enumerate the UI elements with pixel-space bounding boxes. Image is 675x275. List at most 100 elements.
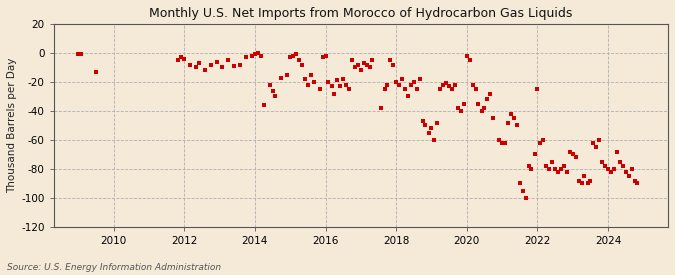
- Point: [573, 178, 584, 183]
- Title: Monthly U.S. Net Imports from Morocco of Hydrocarbon Gas Liquids: Monthly U.S. Net Imports from Morocco of…: [149, 7, 572, 20]
- Point: [582, 181, 593, 186]
- Point: [329, 91, 340, 96]
- Point: [494, 138, 505, 142]
- Point: [467, 82, 478, 87]
- Point: [388, 62, 399, 67]
- Point: [176, 55, 187, 59]
- Point: [350, 65, 360, 70]
- Point: [194, 61, 205, 65]
- Point: [408, 80, 419, 84]
- Point: [364, 65, 375, 70]
- Point: [217, 65, 228, 70]
- Point: [288, 54, 298, 58]
- Point: [294, 58, 304, 62]
- Point: [532, 87, 543, 91]
- Point: [605, 170, 616, 174]
- Point: [300, 77, 310, 81]
- Point: [391, 80, 402, 84]
- Point: [270, 94, 281, 99]
- Point: [567, 152, 578, 157]
- Point: [429, 138, 439, 142]
- Point: [609, 167, 620, 171]
- Point: [326, 84, 337, 89]
- Point: [523, 164, 534, 168]
- Point: [543, 167, 554, 171]
- Point: [594, 138, 605, 142]
- Point: [291, 52, 302, 57]
- Point: [73, 52, 84, 57]
- Point: [476, 109, 487, 113]
- Point: [314, 87, 325, 91]
- Point: [394, 82, 404, 87]
- Point: [558, 164, 569, 168]
- Point: [547, 160, 558, 164]
- Point: [235, 62, 246, 67]
- Point: [323, 80, 333, 84]
- Point: [535, 141, 545, 145]
- Point: [588, 141, 599, 145]
- Point: [179, 57, 190, 61]
- Point: [406, 82, 416, 87]
- Point: [458, 101, 469, 106]
- Point: [632, 181, 643, 186]
- Point: [464, 58, 475, 62]
- Point: [443, 84, 454, 89]
- Point: [488, 116, 499, 120]
- Point: [317, 55, 328, 59]
- Point: [379, 87, 390, 91]
- Point: [347, 58, 358, 62]
- Point: [452, 106, 463, 110]
- Point: [285, 55, 296, 59]
- Point: [259, 103, 269, 107]
- Point: [205, 62, 216, 67]
- Point: [90, 70, 101, 74]
- Point: [526, 167, 537, 171]
- Point: [529, 152, 540, 157]
- Point: [591, 145, 602, 149]
- Point: [282, 73, 293, 77]
- Point: [482, 97, 493, 101]
- Point: [506, 112, 516, 116]
- Point: [382, 82, 393, 87]
- Point: [229, 64, 240, 68]
- Point: [576, 181, 587, 186]
- Point: [385, 58, 396, 62]
- Point: [517, 189, 528, 193]
- Point: [352, 62, 363, 67]
- Point: [437, 82, 448, 87]
- Point: [276, 75, 287, 80]
- Point: [612, 149, 622, 154]
- Point: [252, 51, 263, 55]
- Point: [552, 170, 563, 174]
- Point: [223, 58, 234, 62]
- Point: [500, 141, 510, 145]
- Point: [456, 109, 466, 113]
- Point: [420, 123, 431, 128]
- Point: [332, 78, 343, 83]
- Point: [556, 167, 566, 171]
- Point: [211, 59, 222, 64]
- Point: [508, 116, 519, 120]
- Point: [538, 138, 549, 142]
- Point: [447, 87, 458, 91]
- Point: [603, 167, 614, 171]
- Point: [450, 82, 460, 87]
- Point: [190, 65, 201, 70]
- Point: [541, 164, 551, 168]
- Point: [241, 55, 252, 59]
- Point: [250, 52, 261, 57]
- Point: [512, 123, 522, 128]
- Point: [470, 87, 481, 91]
- Point: [358, 61, 369, 65]
- Point: [344, 87, 354, 91]
- Point: [626, 167, 637, 171]
- Point: [308, 80, 319, 84]
- Point: [497, 141, 508, 145]
- Point: [356, 68, 367, 73]
- Point: [585, 178, 596, 183]
- Point: [570, 155, 581, 160]
- Point: [514, 181, 525, 186]
- Point: [620, 170, 631, 174]
- Point: [199, 68, 210, 73]
- Point: [564, 149, 575, 154]
